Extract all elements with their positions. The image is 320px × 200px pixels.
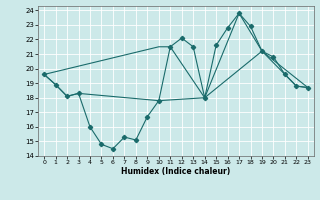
X-axis label: Humidex (Indice chaleur): Humidex (Indice chaleur) xyxy=(121,167,231,176)
